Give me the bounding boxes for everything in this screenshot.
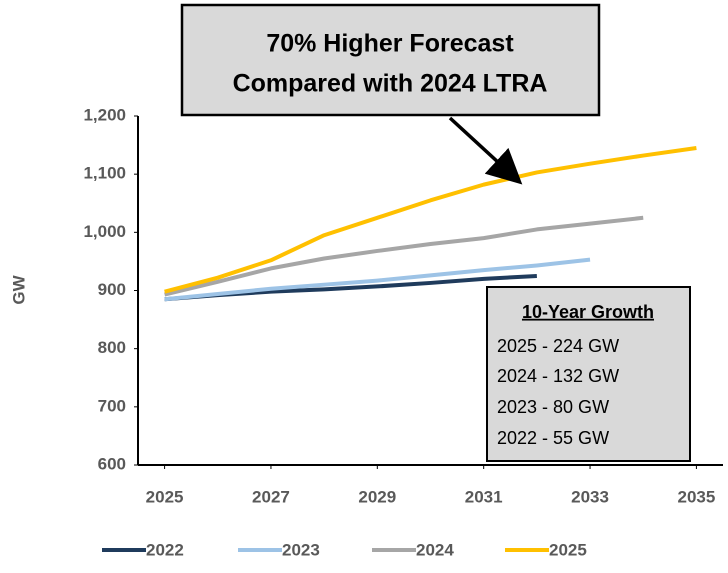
y-axis-label: GW bbox=[9, 274, 28, 304]
x-tick-label: 2033 bbox=[571, 487, 609, 506]
y-tick-label: 700 bbox=[98, 396, 126, 415]
series-line bbox=[164, 257, 591, 302]
annotation-text: Compared with 2024 LTRA bbox=[233, 70, 548, 98]
y-tick-label: 900 bbox=[98, 280, 126, 299]
legend-label: 2023 bbox=[282, 540, 320, 559]
y-tick-label: 800 bbox=[98, 338, 126, 357]
inset-line: 2023 - 80 GW bbox=[497, 397, 609, 417]
annotation-box bbox=[180, 3, 601, 117]
x-tick-label: 2027 bbox=[252, 487, 290, 506]
inset-line: 2022 - 55 GW bbox=[497, 428, 609, 448]
inset-title: 10-Year Growth bbox=[522, 302, 654, 322]
y-tick-label: 600 bbox=[98, 454, 126, 473]
inset-line: 2024 - 132 GW bbox=[497, 366, 619, 386]
y-tick-label: 1,100 bbox=[83, 164, 126, 183]
series-line bbox=[164, 146, 697, 294]
legend-label: 2024 bbox=[416, 540, 454, 559]
legend-label: 2025 bbox=[549, 540, 587, 559]
x-tick-label: 2029 bbox=[358, 487, 396, 506]
annotation-text: 70% Higher Forecast bbox=[266, 30, 514, 58]
legend-label: 2022 bbox=[146, 540, 184, 559]
y-tick-label: 1,000 bbox=[83, 222, 126, 241]
x-tick-label: 2025 bbox=[146, 487, 184, 506]
x-tick-label: 2035 bbox=[677, 487, 715, 506]
arrow bbox=[448, 116, 523, 185]
x-tick-label: 2031 bbox=[465, 487, 503, 506]
inset-box bbox=[486, 286, 691, 462]
inset-line: 2025 - 224 GW bbox=[497, 336, 619, 356]
series-line bbox=[164, 215, 644, 297]
y-tick-label: 1,200 bbox=[83, 105, 126, 124]
